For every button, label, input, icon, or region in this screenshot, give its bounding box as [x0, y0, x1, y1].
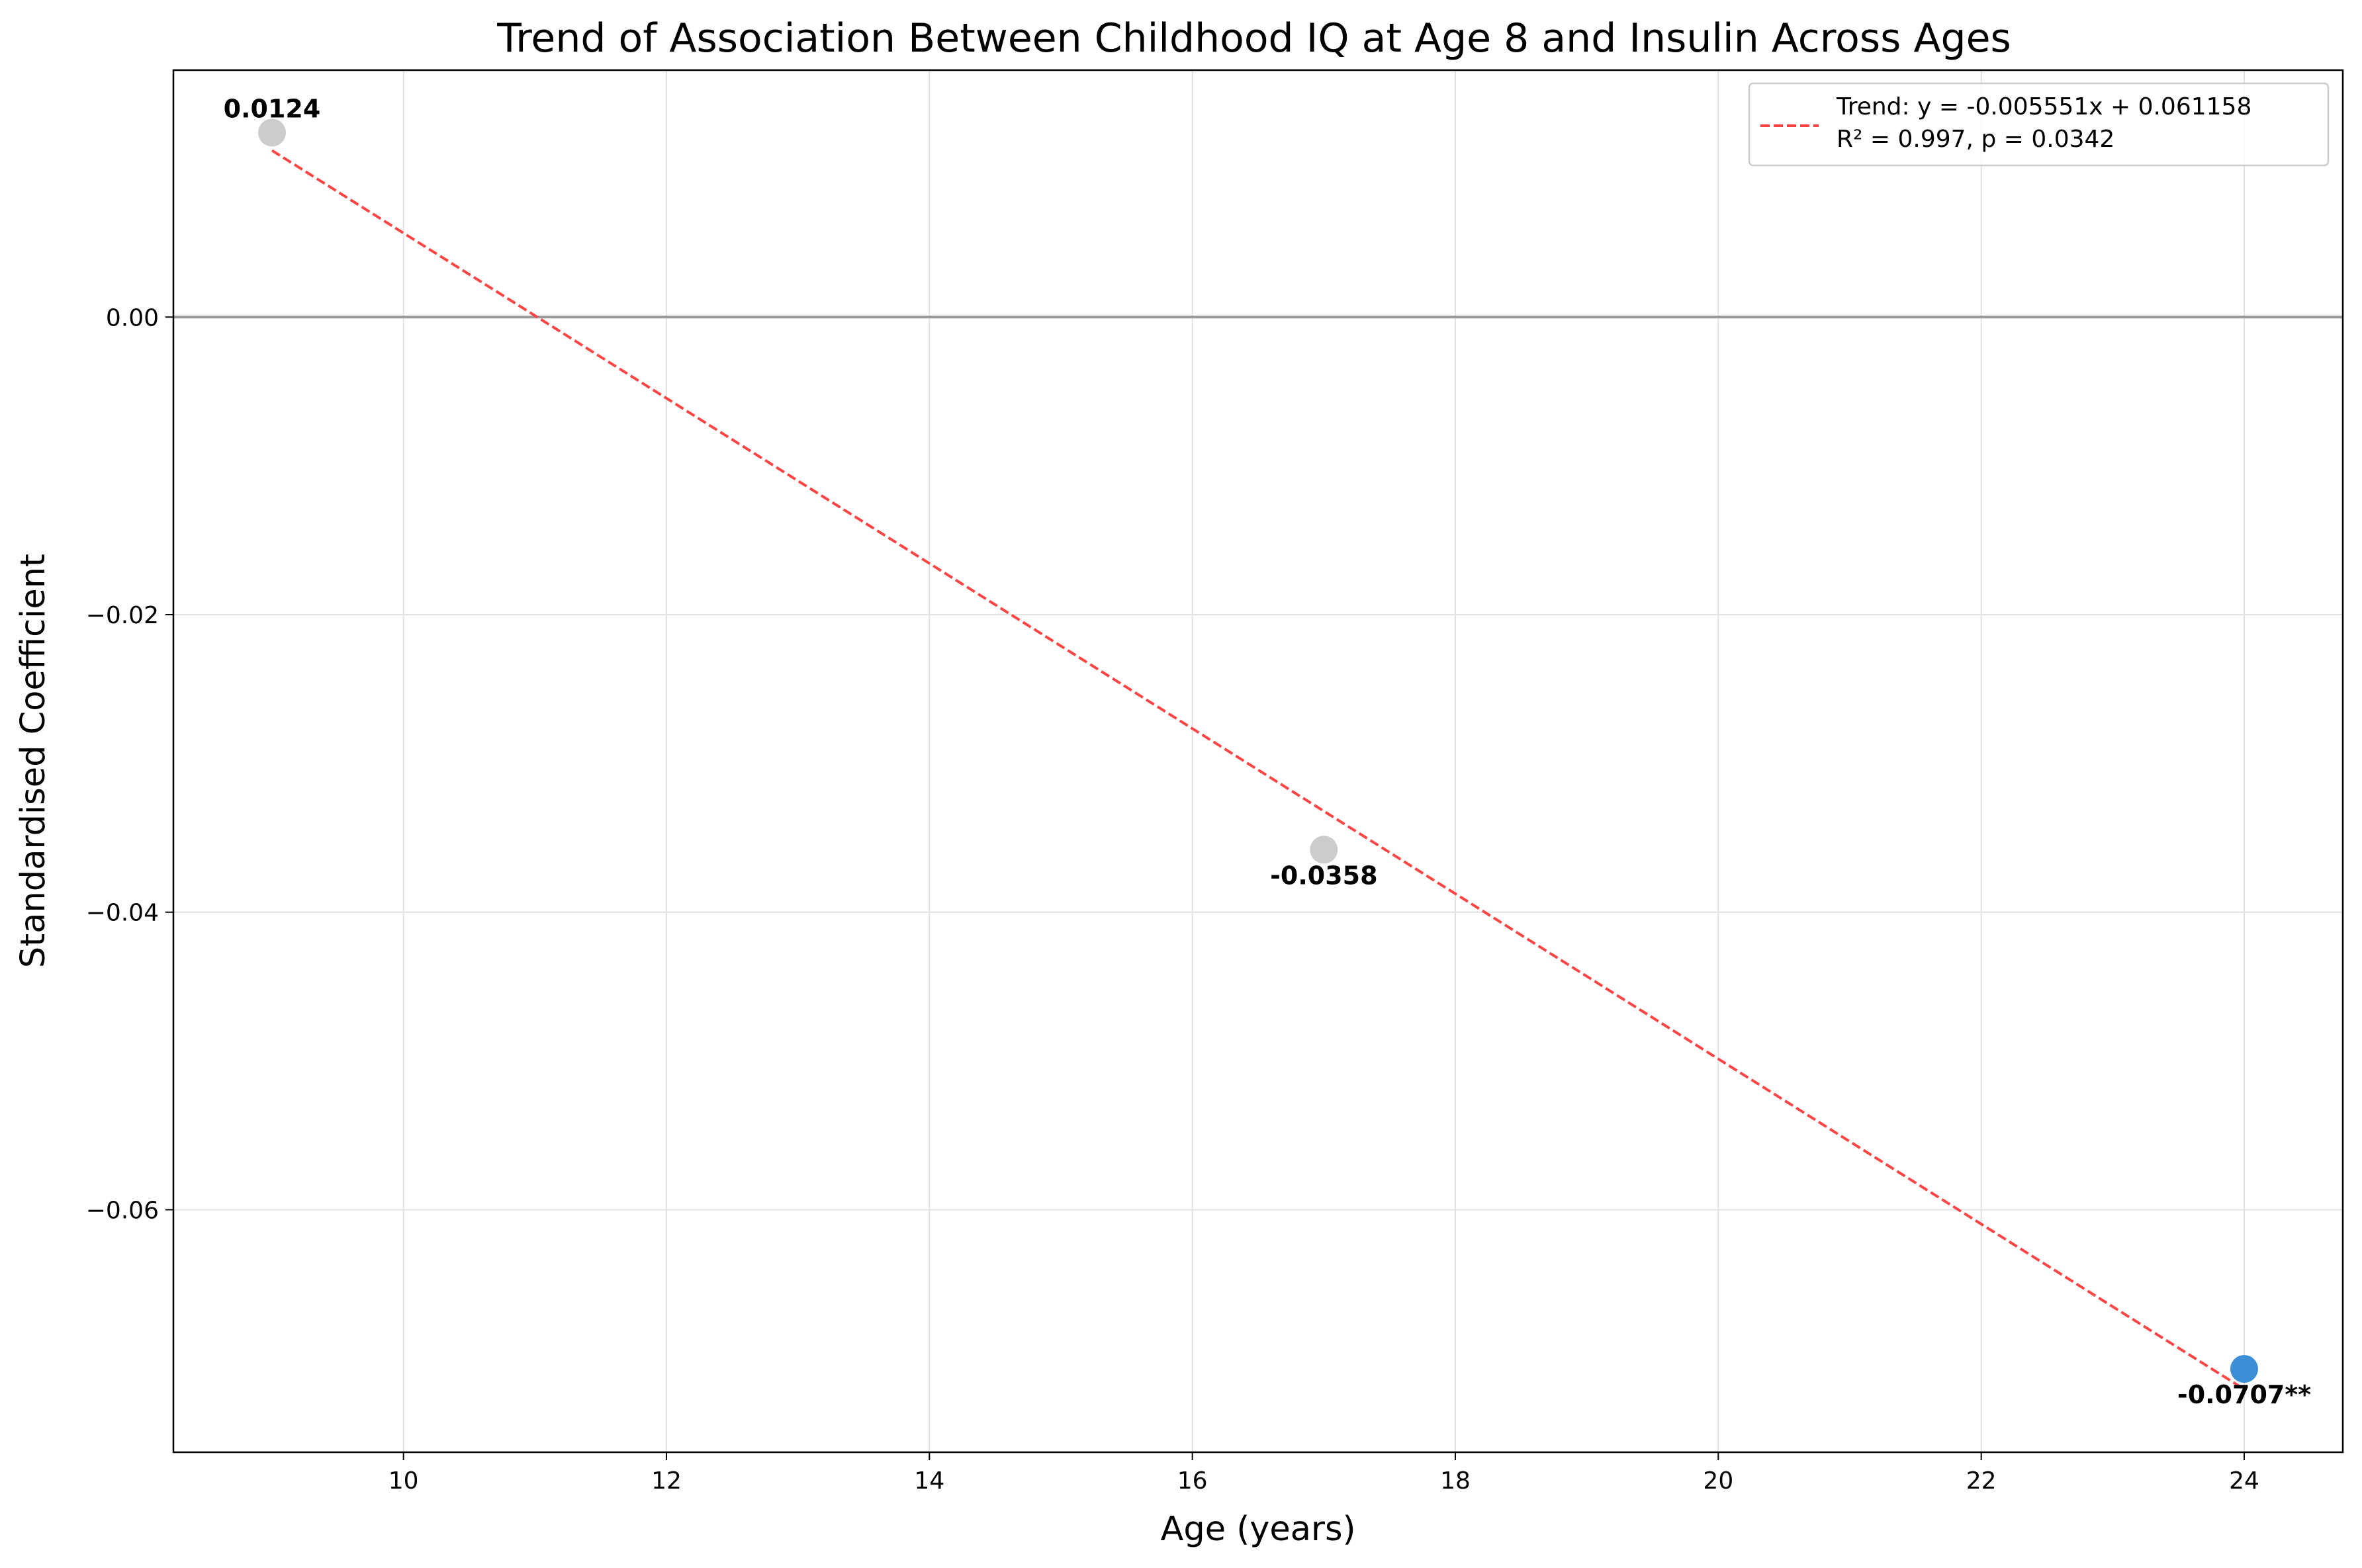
- y-axis-label: Standardised Coefficient: [14, 554, 53, 968]
- x-tick-label: 16: [1177, 1467, 1208, 1495]
- trend-line: [271, 149, 2246, 1391]
- data-label: -0.0358: [1270, 861, 1377, 890]
- y-tick-label: 0.00: [106, 304, 159, 331]
- plot-area-frame: [172, 69, 2344, 1454]
- data-point: [1310, 836, 1338, 864]
- x-tick-label: 10: [388, 1467, 419, 1495]
- x-axis-label: Age (years): [1161, 1510, 1356, 1549]
- y-tick-label: −0.04: [86, 900, 159, 927]
- data-label: 0.0124: [224, 94, 321, 123]
- x-tick-label: 14: [914, 1467, 944, 1495]
- x-tick-label: 12: [651, 1467, 682, 1495]
- x-tick-label: 24: [2229, 1467, 2259, 1495]
- legend-box: [1748, 82, 2330, 167]
- x-axis-ticks: 10 12 14 16 18 20 22 24: [388, 1452, 2259, 1495]
- legend-entry-trend-stats: R² = 0.997, p = 0.0342: [1837, 126, 2114, 153]
- data-labels: 0.0124 -0.0358 -0.0707**: [224, 94, 2312, 1409]
- data-label: -0.0707**: [2177, 1380, 2311, 1409]
- trend-line-group: [271, 149, 2246, 1391]
- y-axis-ticks: 0.00 −0.02 −0.04 −0.06: [86, 304, 173, 1224]
- data-points: [258, 118, 2258, 1383]
- x-tick-label: 22: [1966, 1467, 1997, 1495]
- data-point: [258, 118, 286, 147]
- x-tick-label: 20: [1703, 1467, 1733, 1495]
- y-tick-label: −0.02: [86, 602, 159, 629]
- chart-title: Trend of Association Between Childhood I…: [496, 15, 2011, 62]
- x-tick-label: 18: [1440, 1467, 1471, 1495]
- y-tick-label: −0.06: [86, 1197, 159, 1224]
- legend-entry-trend-equation: Trend: y = -0.005551x + 0.061158: [1836, 93, 2251, 120]
- data-point: [2230, 1355, 2258, 1383]
- legend: Trend: y = -0.005551x + 0.061158 R² = 0.…: [1748, 82, 2330, 167]
